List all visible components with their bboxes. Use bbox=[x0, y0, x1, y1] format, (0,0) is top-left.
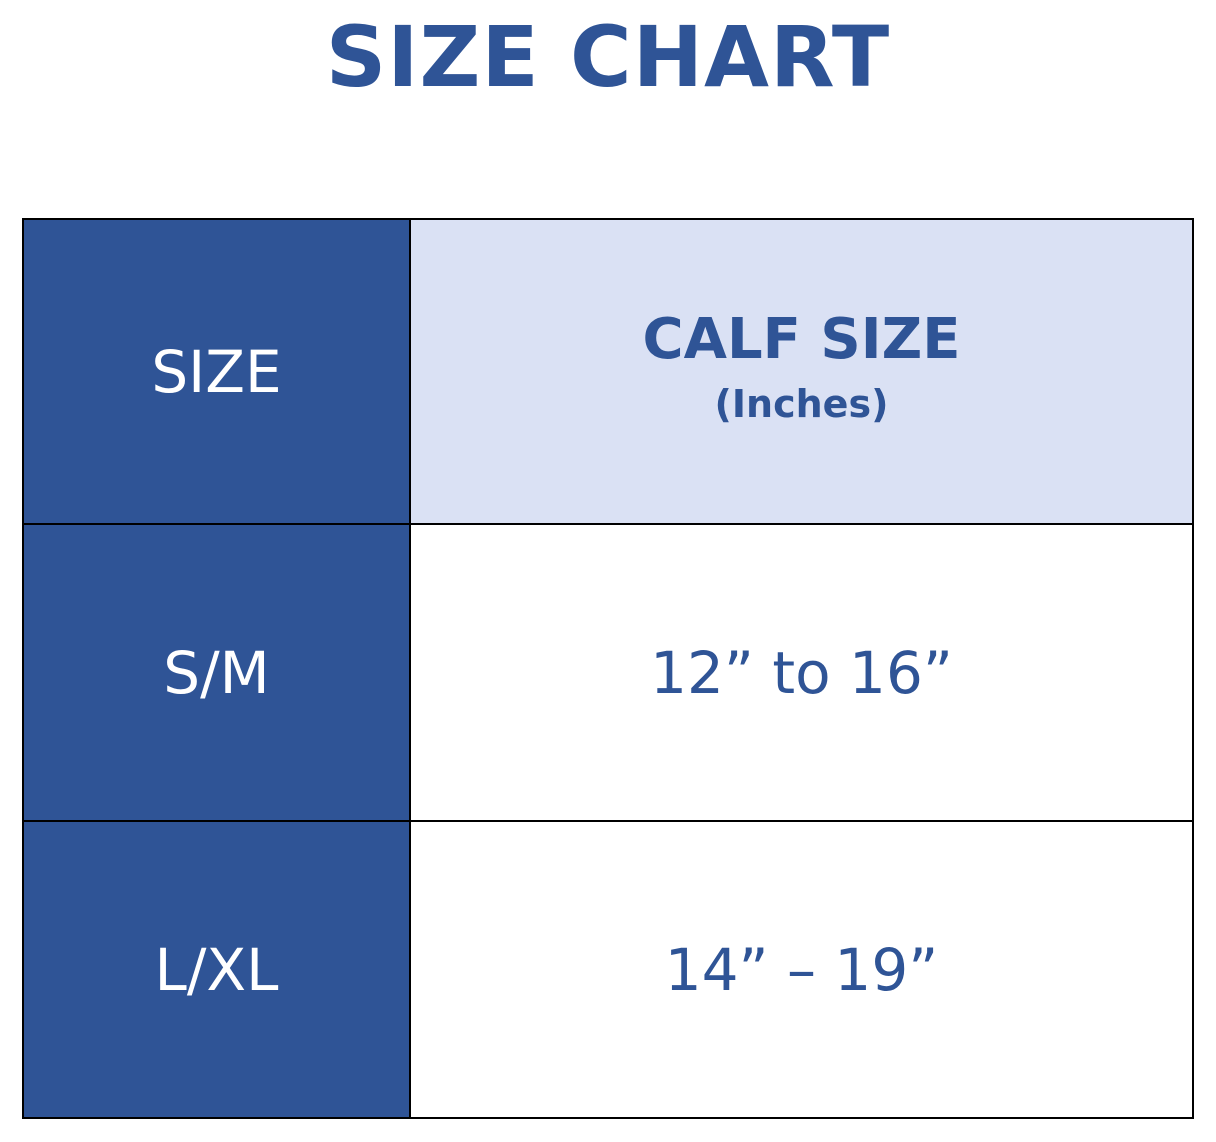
page-title: SIZE CHART bbox=[325, 8, 891, 106]
table-row: S/M 12” to 16” bbox=[22, 523, 1194, 822]
header-calf-size: CALF SIZE (Inches) bbox=[409, 218, 1194, 525]
size-cell: S/M bbox=[22, 523, 411, 822]
calf-size-cell: 14” – 19” bbox=[409, 820, 1194, 1119]
header-size: SIZE bbox=[22, 218, 411, 525]
table-row: L/XL 14” – 19” bbox=[22, 820, 1194, 1119]
size-cell: L/XL bbox=[22, 820, 411, 1119]
table-header-row: SIZE CALF SIZE (Inches) bbox=[22, 218, 1194, 525]
calf-size-cell: 12” to 16” bbox=[409, 523, 1194, 822]
header-unit-label: (Inches) bbox=[714, 382, 889, 426]
header-calf-label: CALF SIZE bbox=[642, 307, 961, 372]
size-chart-table: SIZE CALF SIZE (Inches) S/M 12” to 16” L… bbox=[22, 218, 1194, 1119]
